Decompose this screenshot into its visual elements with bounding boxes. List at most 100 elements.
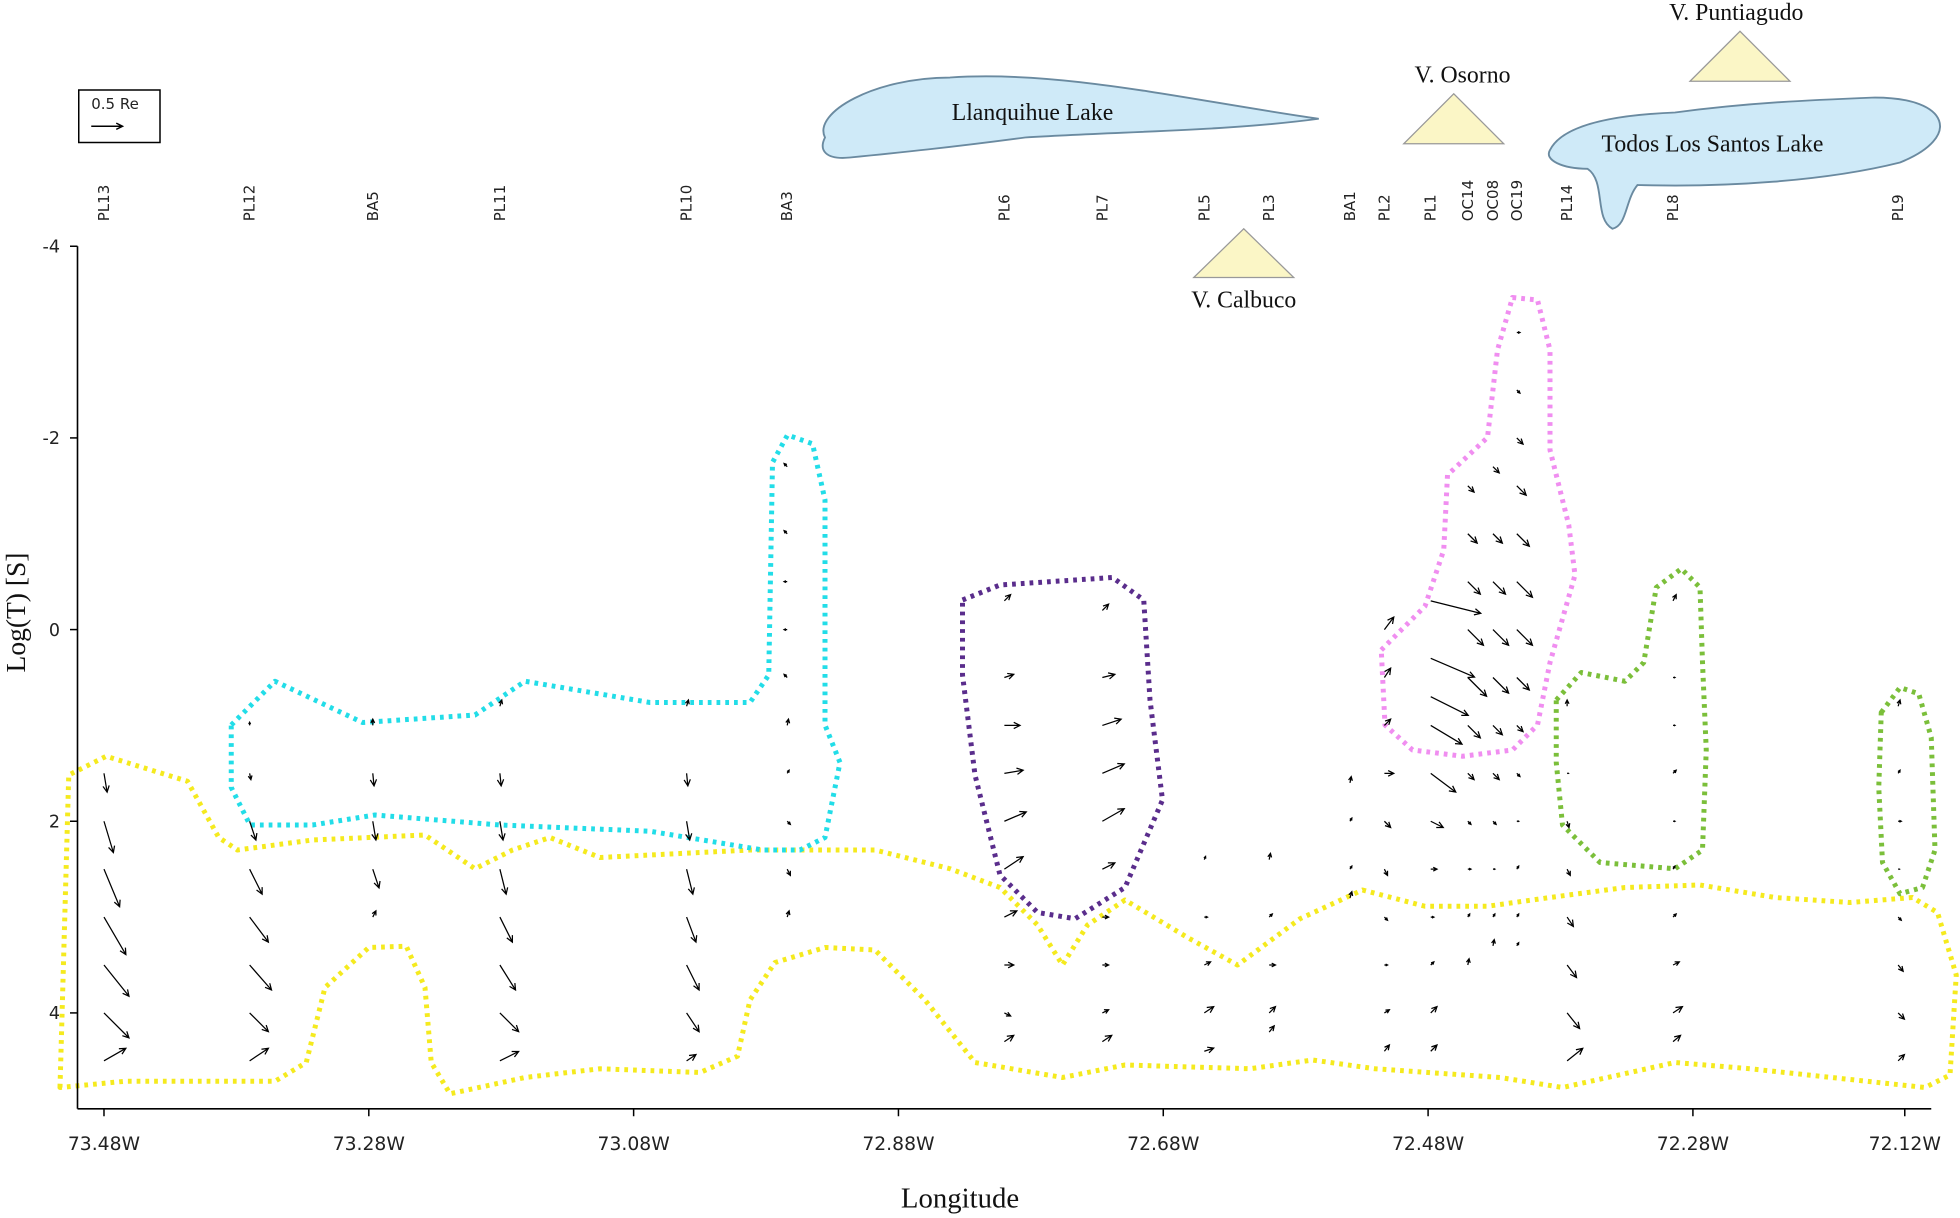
induction-arrow <box>1004 672 1016 680</box>
induction-arrow <box>1268 912 1274 918</box>
induction-arrow <box>1492 724 1504 736</box>
x-tick-label: 72.48W <box>1392 1134 1464 1155</box>
induction-arrow <box>1383 718 1392 726</box>
outline <box>1553 566 1709 872</box>
induction-arrow <box>370 717 376 726</box>
induction-arrow <box>685 698 690 707</box>
induction-arrow <box>1384 769 1396 777</box>
induction-arrow <box>1898 868 1901 871</box>
station-label: PL5 <box>1195 194 1213 221</box>
x-tick-label: 73.08W <box>598 1134 670 1155</box>
induction-arrow <box>686 916 698 944</box>
induction-arrow <box>1516 331 1522 334</box>
station-label: PL14 <box>1558 185 1576 222</box>
induction-arrow <box>1467 912 1471 918</box>
induction-arrow <box>1897 964 1905 973</box>
station-label: BA3 <box>778 191 796 221</box>
station-label: PL1 <box>1422 194 1440 221</box>
map-label: V. Osorno <box>1415 63 1511 89</box>
induction-arrow <box>1268 1005 1277 1014</box>
induction-arrow <box>1467 820 1472 826</box>
station-label: BA1 <box>1341 191 1359 221</box>
induction-arrow <box>1565 821 1571 829</box>
induction-arrow <box>1102 962 1111 968</box>
map-label: V. Calbuco <box>1191 288 1296 314</box>
induction-arrow <box>499 869 509 896</box>
induction-arrow <box>1203 855 1207 860</box>
induction-arrow <box>1430 724 1464 745</box>
induction-arrow <box>498 698 504 707</box>
induction-arrow <box>786 820 792 826</box>
induction-arrow <box>1204 961 1212 966</box>
x-tick-label: 72.68W <box>1127 1134 1199 1155</box>
induction-arrow <box>249 868 263 896</box>
induction-arrow <box>1102 762 1126 774</box>
induction-arrow <box>1673 820 1677 823</box>
induction-arrow <box>103 1047 128 1062</box>
induction-arrow <box>1003 593 1012 602</box>
induction-arrow <box>783 673 788 678</box>
induction-arrow <box>1516 820 1521 823</box>
induction-arrow <box>1492 581 1507 596</box>
station-label: PL2 <box>1375 194 1393 221</box>
induction-arrow <box>499 1050 520 1062</box>
induction-arrow <box>783 529 788 535</box>
induction-arrow <box>1348 775 1353 784</box>
induction-arrow <box>1102 672 1117 680</box>
induction-arrow <box>498 821 506 842</box>
induction-arrow <box>1672 864 1676 870</box>
induction-arrow <box>785 717 791 726</box>
induction-arrow <box>1430 1005 1438 1014</box>
induction-arrow <box>1004 961 1016 969</box>
induction-arrow <box>1467 485 1476 494</box>
y-tick-label: 0 <box>49 621 60 641</box>
induction-arrow <box>1004 855 1025 870</box>
volcano <box>1402 92 1506 145</box>
induction-arrow <box>1492 629 1510 647</box>
induction-arrow <box>1430 960 1435 966</box>
outline <box>57 753 1959 1097</box>
induction-arrow <box>1516 437 1525 446</box>
induction-arrow <box>686 1053 698 1062</box>
induction-arrow <box>1897 769 1901 774</box>
induction-arrow <box>371 821 379 842</box>
induction-arrow <box>1467 581 1482 596</box>
induction-arrow <box>249 964 273 992</box>
induction-arrow <box>1430 657 1476 679</box>
induction-arrow <box>782 580 788 584</box>
induction-arrow <box>1467 533 1479 545</box>
induction-arrow <box>1465 957 1471 966</box>
induction-arrow <box>1492 466 1501 474</box>
induction-arrow <box>1492 772 1501 781</box>
induction-arrow <box>1102 1009 1110 1014</box>
station-label: PL13 <box>95 185 113 222</box>
induction-arrow <box>1672 961 1681 966</box>
volcano <box>1688 30 1792 82</box>
x-tick-label: 73.28W <box>333 1134 405 1155</box>
induction-arrow <box>103 821 116 854</box>
induction-arrow <box>1516 864 1520 870</box>
induction-arrow <box>1267 851 1273 860</box>
induction-arrow <box>1516 485 1528 497</box>
induction-arrow <box>499 964 517 992</box>
induction-arrow <box>1567 772 1570 775</box>
induction-arrow <box>247 773 253 781</box>
induction-arrow <box>1102 808 1126 822</box>
induction-arrow <box>499 916 514 944</box>
induction-arrow <box>1516 724 1525 733</box>
lake <box>1547 96 1941 230</box>
induction-arrow <box>1672 1034 1682 1043</box>
induction-arrow <box>1004 721 1022 730</box>
induction-arrow <box>683 773 691 788</box>
induction-arrow <box>1101 603 1110 611</box>
induction-arrow <box>249 1012 270 1033</box>
station-label: PL9 <box>1889 194 1907 221</box>
induction-arrow <box>1467 724 1482 739</box>
station-label: PL12 <box>241 185 259 222</box>
volcano <box>1192 227 1296 279</box>
induction-arrow <box>103 1012 130 1039</box>
map-label: Llanquihue Lake <box>952 100 1114 126</box>
induction-arrow <box>249 1047 270 1062</box>
induction-arrow <box>1516 581 1534 599</box>
